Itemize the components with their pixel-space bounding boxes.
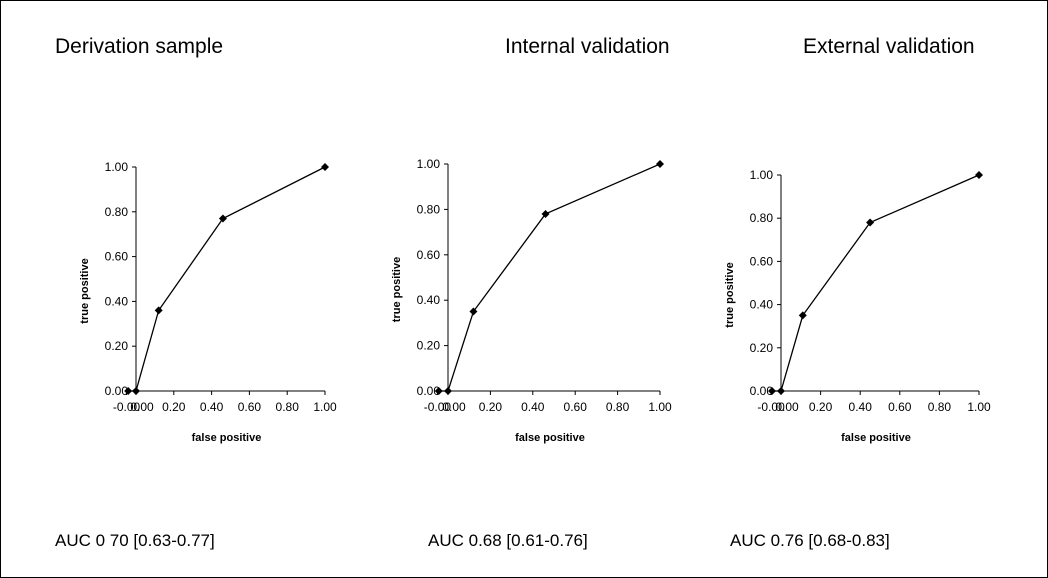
x-tick-label: 0.40 [200, 400, 224, 414]
x-axis-label: false positive [515, 432, 585, 444]
data-point [469, 307, 478, 316]
data-point [434, 387, 443, 395]
panel-title-derivation: Derivation sample [55, 35, 224, 58]
panel-title-internal: Internal validation [505, 35, 670, 58]
y-tick-label: 0.60 [417, 248, 441, 262]
roc-line [135, 166, 326, 392]
x-tick-label: 0.80 [606, 400, 630, 414]
data-point [866, 218, 875, 227]
y-tick-label: 0.00 [417, 384, 441, 398]
x-tick-label: 0.20 [809, 400, 833, 414]
y-tick-label: 0.00 [750, 384, 774, 398]
y-tick-label: 1.00 [750, 168, 774, 182]
auc-derivation: AUC 0 70 [0.63-0.77] [55, 531, 215, 550]
x-tick-label: 0.80 [928, 400, 952, 414]
x-tick-label: 0.80 [276, 400, 300, 414]
x-tick-label: 0.00 [442, 400, 466, 414]
x-tick-label: 1.00 [648, 400, 672, 414]
y-tick-label: 0.40 [105, 294, 129, 308]
x-tick-label: 0.20 [162, 400, 186, 414]
data-point [124, 387, 133, 395]
auc-internal: AUC 0.68 [0.61-0.76] [428, 531, 588, 550]
x-tick-label: 1.00 [967, 400, 991, 414]
x-tick-label: -0.00 [757, 400, 785, 414]
y-tick-label: 1.00 [105, 160, 129, 174]
data-point [656, 160, 664, 168]
data-point [798, 311, 807, 320]
y-axis-label: true positive [79, 258, 91, 323]
y-axis-label: true positive [724, 262, 736, 327]
data-point [154, 306, 163, 315]
data-point [768, 387, 777, 395]
x-tick-label: -0.00 [113, 400, 141, 414]
y-axis-label: true positive [391, 257, 403, 322]
y-tick-label: 0.20 [105, 339, 129, 353]
y-tick-label: 0.80 [105, 205, 129, 219]
y-tick-label: 0.20 [417, 339, 441, 353]
data-point [541, 209, 550, 218]
x-tick-label: 0.00 [775, 400, 799, 414]
roc-line [780, 174, 980, 392]
data-point [218, 214, 227, 223]
y-tick-label: 0.60 [105, 250, 129, 264]
data-point [975, 171, 983, 179]
x-tick-label: -0.00 [424, 400, 452, 414]
y-tick-label: 0.00 [105, 384, 129, 398]
y-tick-label: 0.60 [750, 254, 774, 268]
x-tick-label: 1.00 [313, 400, 337, 414]
x-tick-label: 0.00 [130, 400, 154, 414]
roc-line [447, 163, 661, 392]
auc-external: AUC 0.76 [0.68-0.83] [730, 531, 890, 550]
x-tick-label: 0.40 [849, 400, 873, 414]
x-tick-label: 0.60 [564, 400, 588, 414]
y-tick-label: 0.40 [750, 298, 774, 312]
y-tick-label: 1.00 [417, 157, 441, 171]
x-tick-label: 0.20 [479, 400, 503, 414]
y-tick-label: 0.20 [750, 341, 774, 355]
y-tick-label: 0.80 [750, 211, 774, 225]
x-axis-label: false positive [841, 432, 911, 444]
x-tick-label: 0.60 [888, 400, 912, 414]
y-tick-label: 0.80 [417, 202, 441, 216]
data-point [321, 163, 329, 171]
x-axis-label: false positive [192, 432, 262, 444]
y-tick-label: 0.40 [417, 293, 441, 307]
panel-title-external: External validation [803, 35, 975, 58]
x-tick-label: 0.60 [238, 400, 262, 414]
x-tick-label: 0.40 [521, 400, 545, 414]
